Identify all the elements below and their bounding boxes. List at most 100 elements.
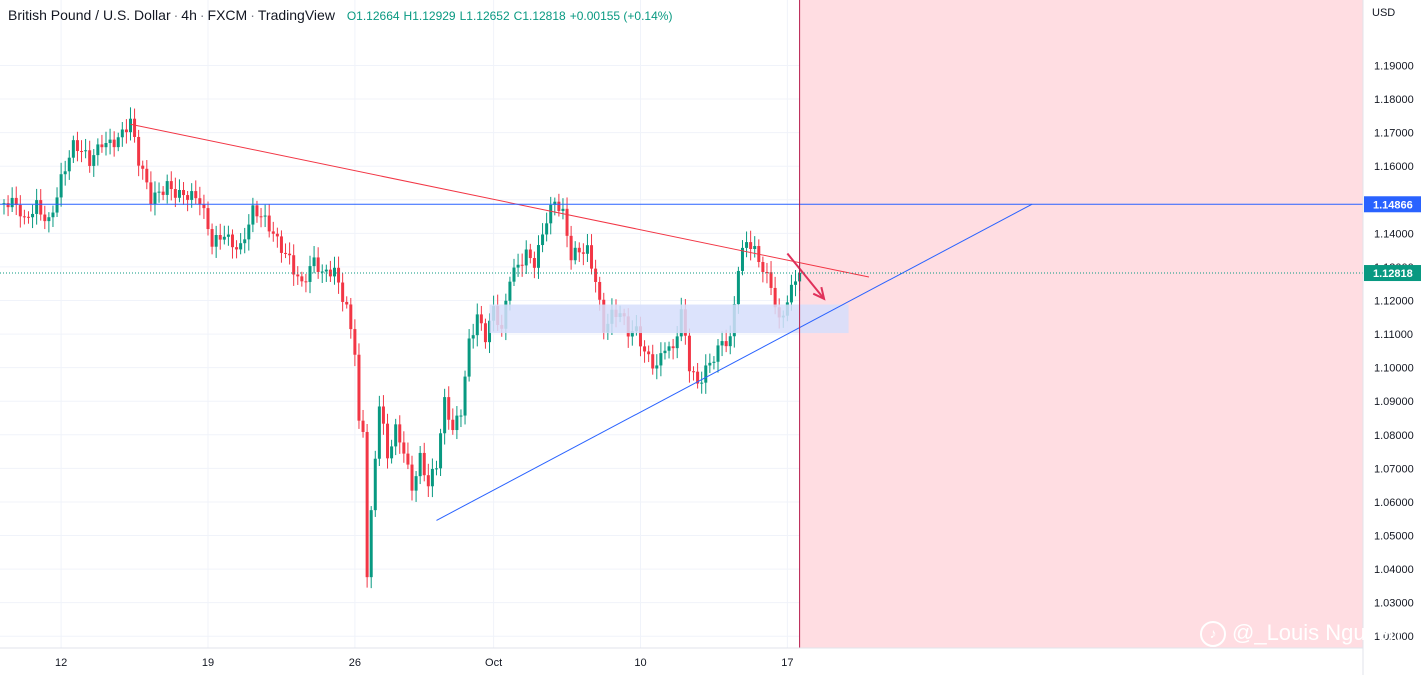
candle-body [532,258,536,268]
candle-body [214,235,218,247]
candle-body [22,216,26,218]
price-label-text: 1.14866 [1373,199,1413,211]
symbol-header: British Pound / U.S. Dollar · 4h · FXCM · Trad… [8,7,676,23]
candle-body [137,136,141,166]
candle-body [577,247,581,253]
candle-body [398,424,402,443]
candle-body [300,276,304,282]
candle-body [638,326,642,347]
candle-body [573,247,577,261]
candle-body [651,354,655,369]
candle-body [569,235,573,261]
candle-body [324,269,328,272]
candle-body [116,137,120,148]
x-tick-label: 17 [781,657,793,669]
candle-body [740,247,744,271]
candle-body [120,129,124,138]
candle-body [173,189,177,198]
candle-body [149,182,153,205]
candle-body [35,200,39,214]
candle-body [749,242,753,249]
candle-body [594,268,598,282]
x-tick-label: 12 [55,657,67,669]
platform-label: TradingView [257,7,335,23]
x-tick-label: 26 [349,657,361,669]
candle-body [418,452,422,477]
y-tick-label: 1.14000 [1374,228,1414,240]
candle-body [275,233,279,237]
y-tick-label: 1.16000 [1374,161,1414,173]
candle-body [177,189,181,198]
candle-body [720,341,724,346]
candle-body [549,204,553,224]
x-tick-label: Oct [485,657,502,669]
candle-body [406,453,410,465]
candle-body [18,204,22,217]
candle-body [247,224,251,240]
y-tick-label: 1.02000 [1374,631,1414,643]
candle-body [541,234,545,246]
candle-body [357,354,361,421]
candle-body [353,329,357,355]
candle-body [765,272,769,274]
candle-body [724,341,728,347]
candle-body [337,267,341,283]
candle-body [43,214,47,222]
descending-trendline [130,123,870,278]
candle-body [145,168,149,183]
candle-body [659,353,663,366]
symbol-name[interactable]: British Pound / U.S. Dollar [8,7,171,23]
candle-body [133,118,137,137]
time-axis[interactable]: 12 19 26 Oct 10 17 [0,647,1363,669]
candle-body [565,208,569,236]
candle-body [590,245,594,269]
future-zone-rect [799,0,1363,648]
price-label-box [1364,265,1421,282]
candle-body [320,271,324,273]
candle-body [361,420,365,432]
candle-body [169,181,173,190]
drawing-tools[interactable] [0,0,1363,648]
candle-body [667,346,671,351]
candle-body [230,234,234,248]
projection-arrow [786,252,825,300]
candle-body [369,510,373,578]
candle-body [186,195,190,200]
price-axis[interactable]: 1.190001.180001.170001.160001.150001.140… [1362,0,1421,675]
candle-body [259,216,263,218]
candle-body [655,365,659,369]
candle-body [745,242,749,248]
candle-body [753,246,757,249]
interval-label[interactable]: 4h [181,7,197,23]
candle-body [349,304,353,330]
candle-body [96,144,100,156]
candle-body [696,371,700,384]
candle-body [67,157,71,172]
candle-body [769,272,773,288]
candle-body [394,424,398,447]
candle-body [128,118,132,133]
y-tick-label: 1.08000 [1374,430,1414,442]
candle-body [239,243,243,250]
candle-body [104,143,108,148]
candle-body [455,415,459,431]
candle-body [341,282,345,302]
y-tick-label: 1.09000 [1374,396,1414,408]
candle-body [647,351,651,355]
candle-body [6,203,10,208]
candle-body [643,346,647,352]
candle-body [218,235,222,240]
candlestick-series [2,107,802,589]
candle-body [108,139,112,144]
candle-body [10,197,14,208]
candle-body [14,197,18,205]
candle-body [773,287,777,308]
candle-body [716,345,720,362]
candle-body [581,252,585,254]
high-value: H1.12929 [403,9,456,23]
candle-body [561,208,565,211]
y-tick-label: 1.06000 [1374,497,1414,509]
y-tick-label: 1.05000 [1374,531,1414,543]
candle-body [296,274,300,277]
